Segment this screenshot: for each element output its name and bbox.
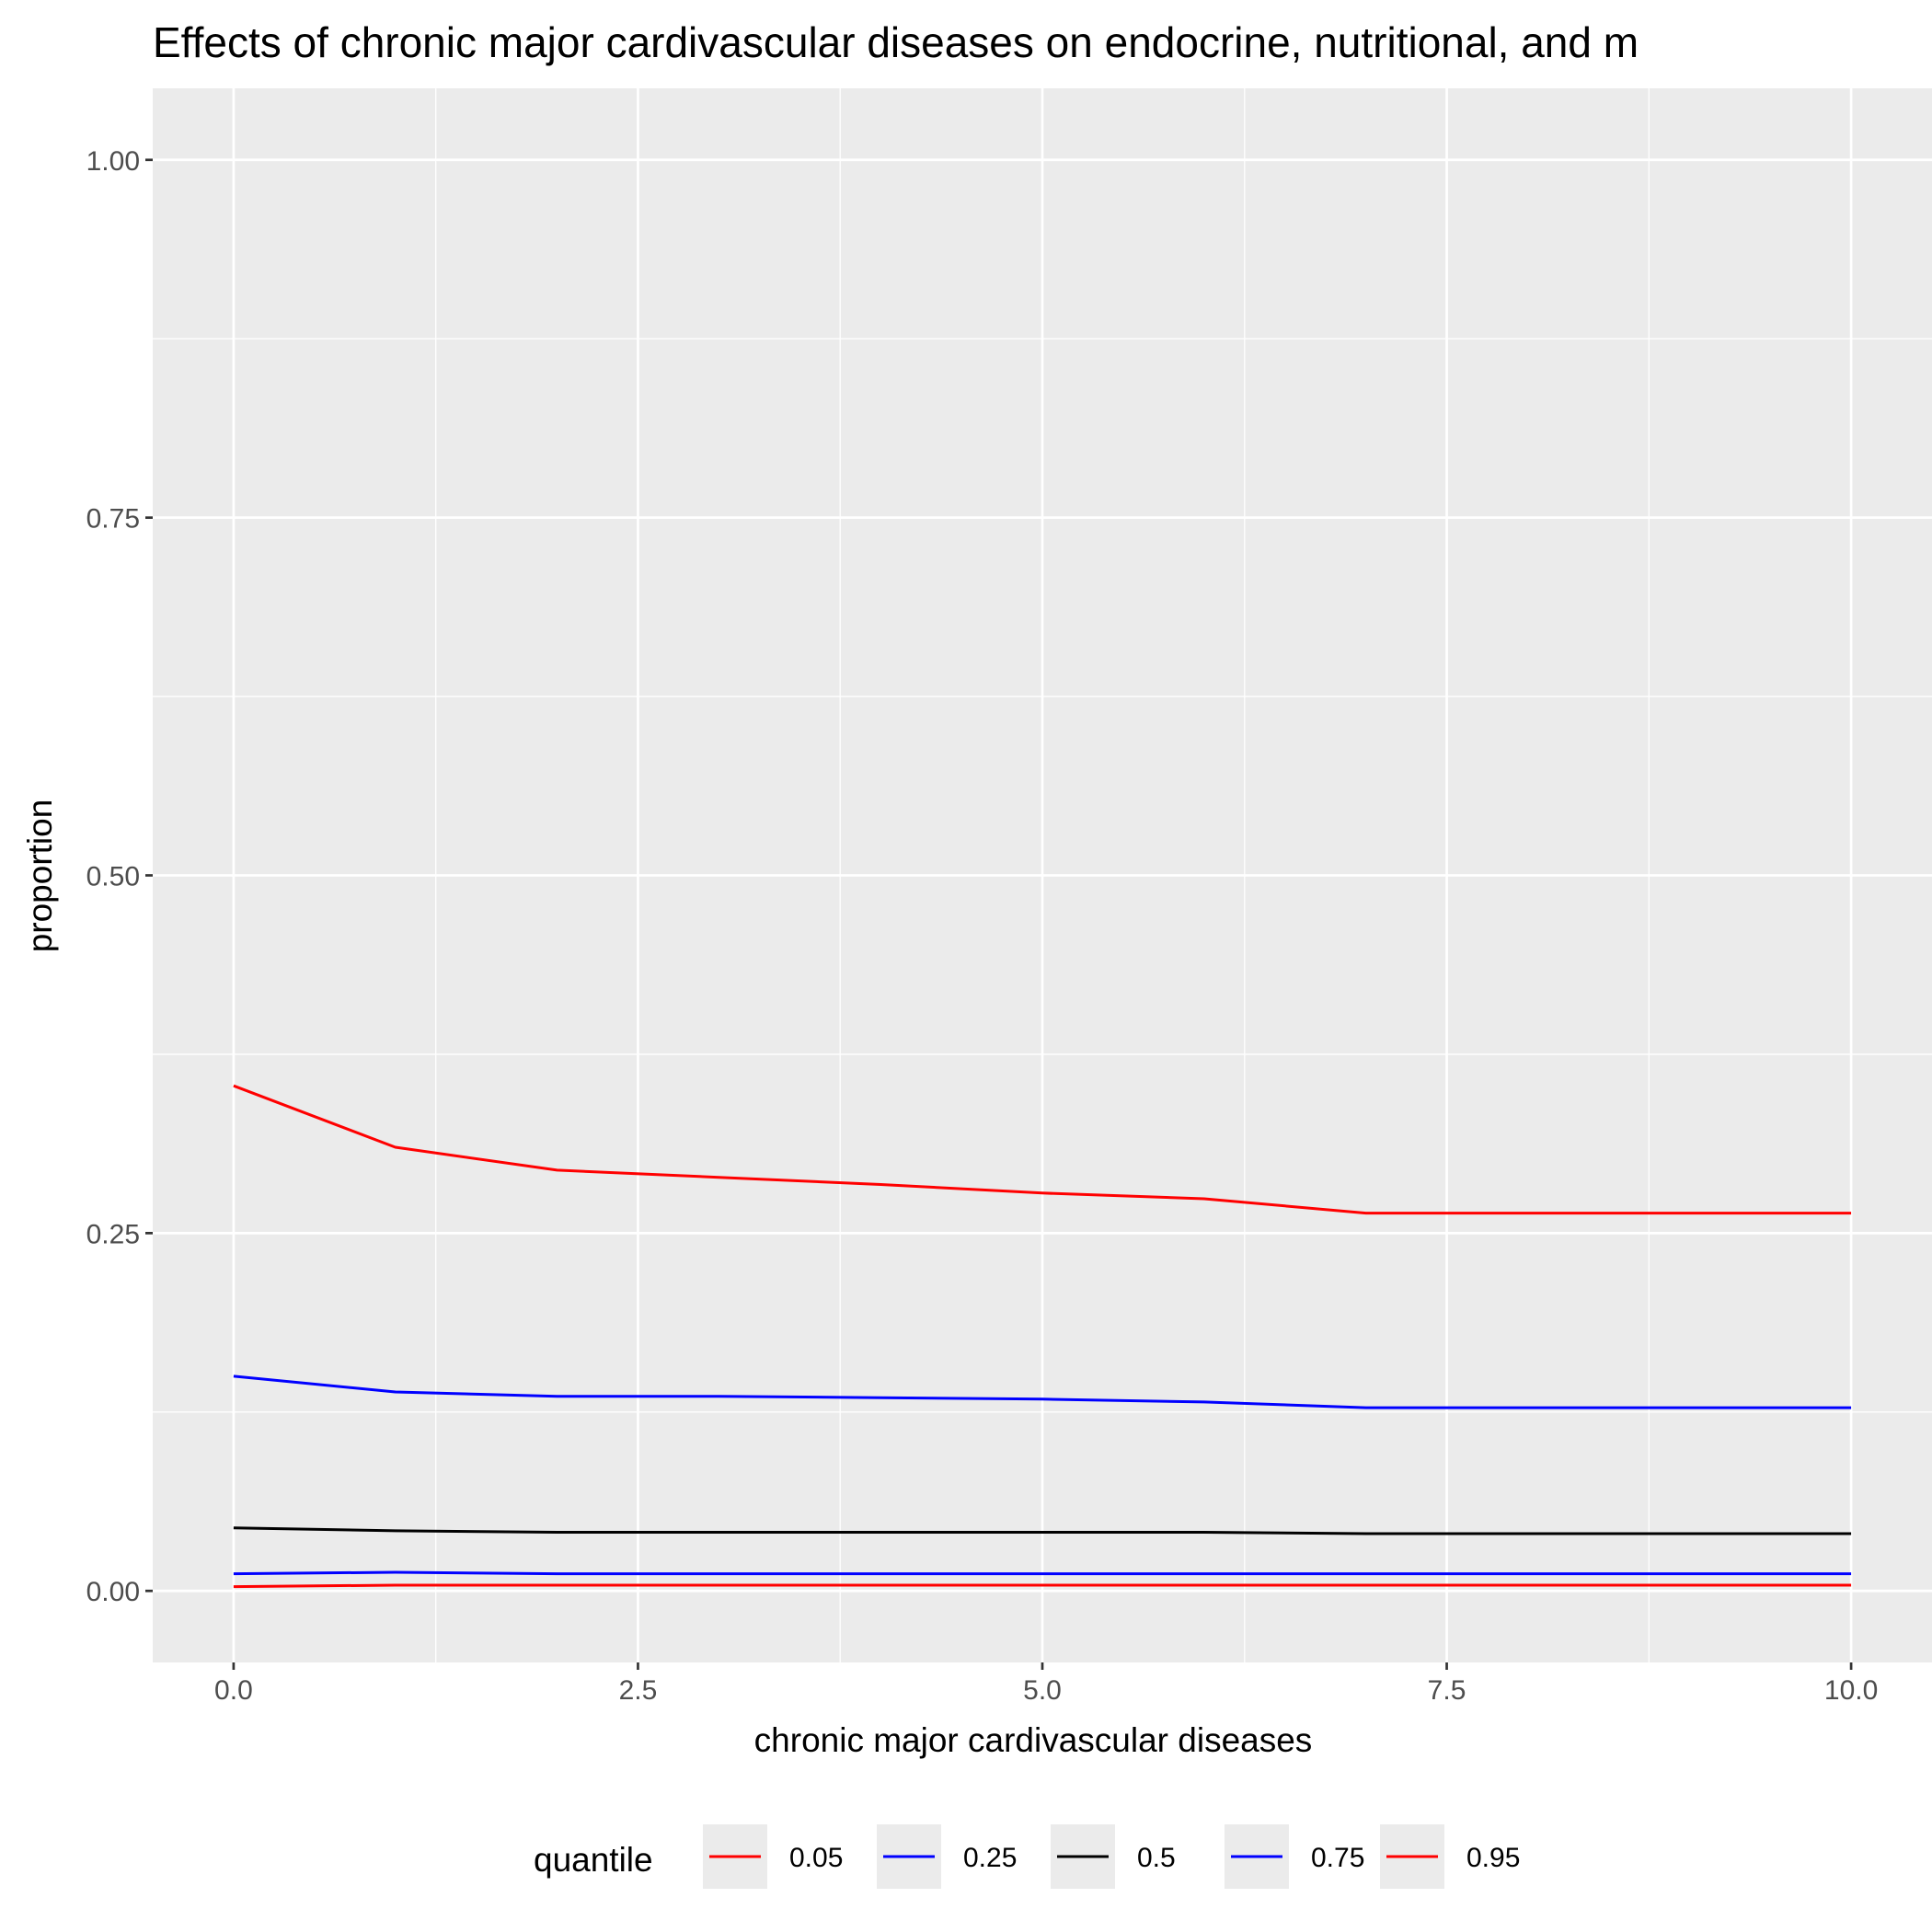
series-lines (233, 1084, 1852, 1589)
y-tick-label: 0.00 (86, 1577, 140, 1607)
x-axis-title: chronic major cardivascular diseases (754, 1721, 1313, 1759)
legend-label: 0.25 (963, 1843, 1017, 1873)
legend-label: 0.95 (1466, 1843, 1520, 1873)
x-tick-label: 2.5 (619, 1675, 658, 1706)
x-tick-label: 7.5 (1428, 1675, 1466, 1706)
series-line-0.95 (233, 1084, 1852, 1215)
tick-labels: 0.0 2.5 5.0 7.5 10.0 0.00 0.25 0.50 0.75 1.00 (86, 146, 1879, 1706)
y-tick-label: 0.75 (86, 504, 140, 535)
y-tick-label: 1.00 (86, 146, 140, 177)
series-line-0.5 (233, 1526, 1852, 1535)
chart-title: Effects of chronic major cardivascular d… (153, 18, 1639, 66)
legend-label: 0.75 (1311, 1843, 1364, 1873)
y-tick-label: 0.50 (86, 862, 140, 892)
series-line-0.25 (233, 1570, 1852, 1576)
axis-ticks (145, 158, 1853, 1670)
series-line-0.05 (233, 1583, 1852, 1589)
y-axis-title: proportion (21, 799, 59, 953)
legend: quantile 0.05 0.25 0.5 0.75 0.95 (534, 1824, 1520, 1889)
x-tick-label: 0.0 (214, 1675, 253, 1706)
x-tick-label: 5.0 (1023, 1675, 1062, 1706)
legend-label: 0.05 (789, 1843, 843, 1873)
legend-title: quantile (534, 1841, 653, 1879)
series-line-0.75 (233, 1374, 1852, 1409)
y-tick-label: 0.25 (86, 1219, 140, 1249)
x-tick-label: 10.0 (1824, 1675, 1878, 1706)
legend-label: 0.5 (1137, 1843, 1176, 1873)
